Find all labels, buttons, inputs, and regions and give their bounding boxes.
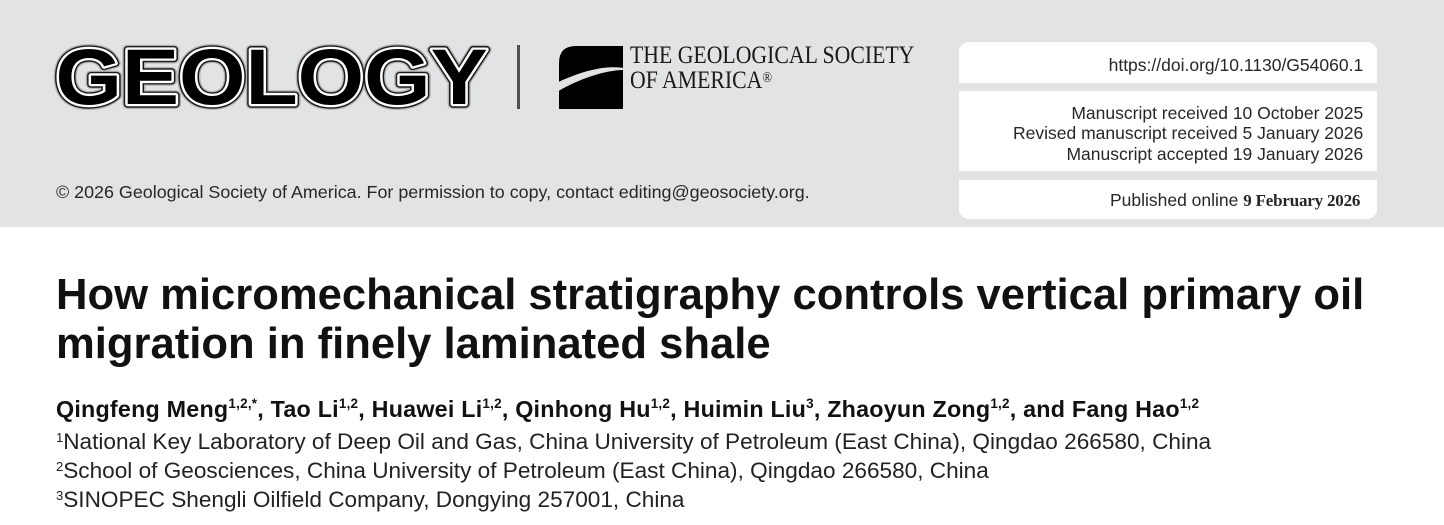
svg-text:GEOLOGY: GEOLOGY: [56, 33, 488, 121]
svg-text:GEOLOGY: GEOLOGY: [56, 33, 488, 121]
svg-text:GEOLOGY: GEOLOGY: [56, 33, 488, 121]
svg-text:GEOLOGY: GEOLOGY: [56, 33, 488, 121]
